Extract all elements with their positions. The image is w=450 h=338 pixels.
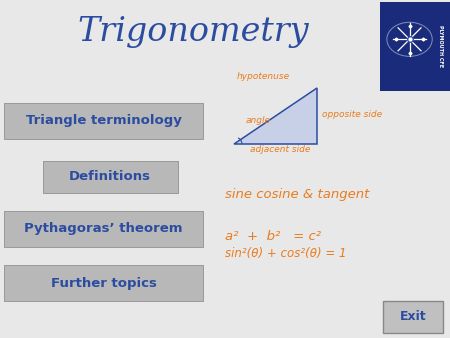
Polygon shape [234, 88, 317, 144]
FancyBboxPatch shape [4, 103, 202, 139]
Text: sin²(θ) + cos²(θ) = 1: sin²(θ) + cos²(θ) = 1 [225, 247, 346, 260]
FancyBboxPatch shape [43, 161, 178, 193]
Text: adjacent side: adjacent side [250, 145, 310, 154]
Text: opposite side: opposite side [322, 111, 382, 119]
Text: Exit: Exit [400, 310, 426, 323]
Text: Trigonometry: Trigonometry [78, 16, 309, 48]
FancyBboxPatch shape [380, 2, 450, 91]
Text: Pythagoras’ theorem: Pythagoras’ theorem [24, 222, 183, 236]
Text: sine cosine & tangent: sine cosine & tangent [225, 188, 369, 201]
Text: angle: angle [245, 116, 270, 125]
Text: PLYMOUTH CFE: PLYMOUTH CFE [438, 25, 443, 68]
Text: hypotenuse: hypotenuse [236, 72, 289, 80]
Text: Triangle terminology: Triangle terminology [26, 114, 181, 127]
Text: a²  +  b²   = c²: a² + b² = c² [225, 230, 321, 243]
FancyBboxPatch shape [4, 265, 202, 301]
FancyBboxPatch shape [382, 301, 443, 333]
Text: Definitions: Definitions [69, 170, 151, 183]
FancyBboxPatch shape [4, 211, 202, 247]
Text: Further topics: Further topics [50, 276, 157, 290]
